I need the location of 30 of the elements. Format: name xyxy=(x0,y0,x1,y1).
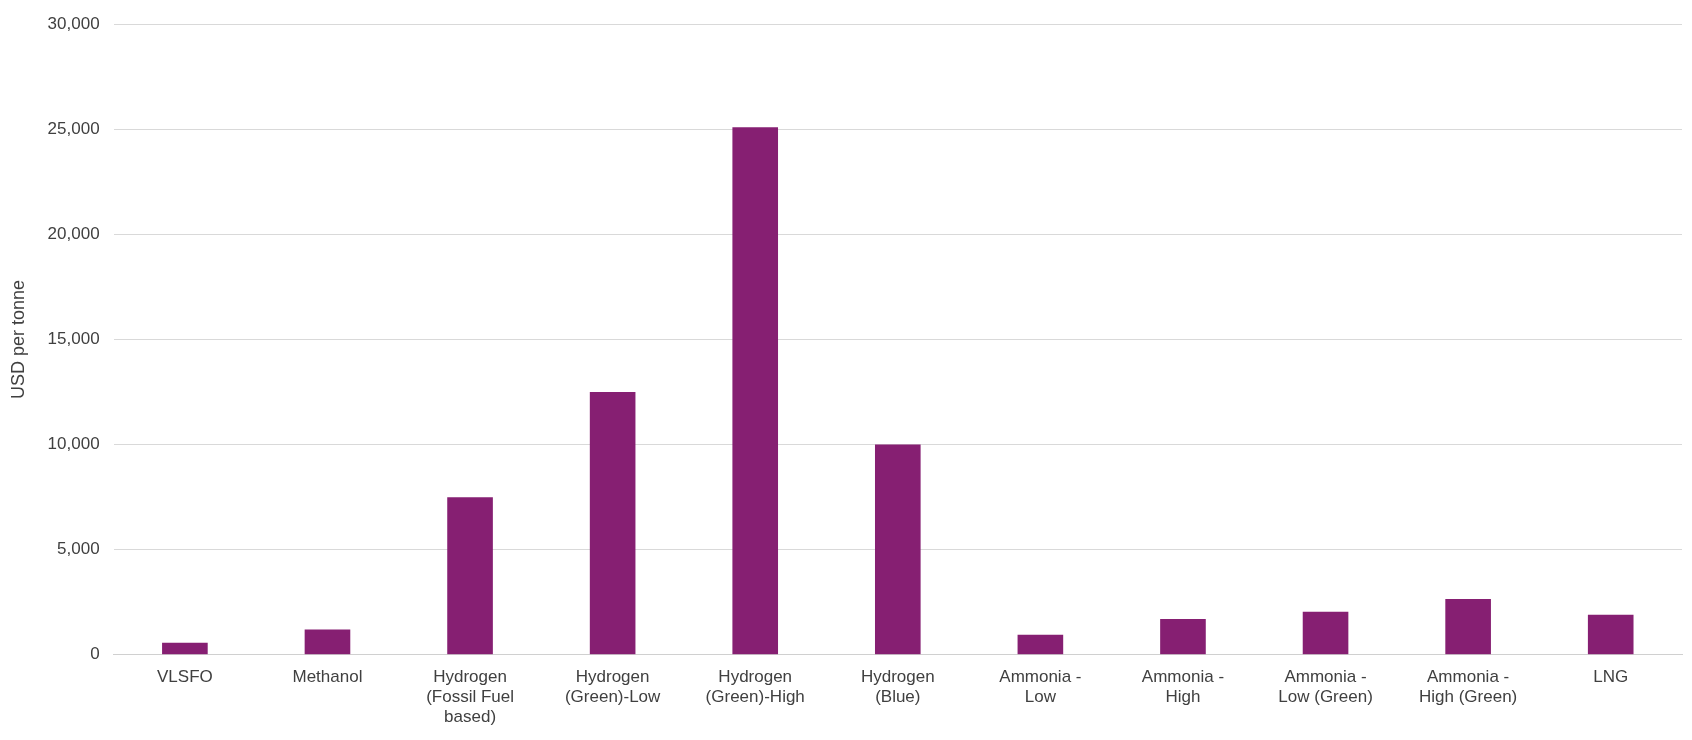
x-tick-label: Ammonia - High xyxy=(1141,666,1225,707)
bar xyxy=(1587,614,1634,655)
bar xyxy=(447,497,493,655)
y-tick-label: 30,000 xyxy=(47,13,100,33)
y-tick-label: 5,000 xyxy=(57,539,100,559)
bar xyxy=(874,444,921,655)
y-tick-label: 0 xyxy=(90,644,100,664)
bar xyxy=(162,642,208,655)
y-tick-label: 25,000 xyxy=(47,118,100,138)
bar xyxy=(304,629,351,655)
x-tick-label: Hydrogen (Blue) xyxy=(860,666,935,707)
y-tick-label: 10,000 xyxy=(47,434,100,454)
y-axis-title: USD per tonne xyxy=(7,279,28,400)
x-tick-label: VLSFO xyxy=(157,666,213,686)
x-tick-label: Ammonia - High (Green) xyxy=(1418,666,1518,707)
bar xyxy=(1160,619,1206,655)
x-tick-label: Hydrogen (Fossil Fuel based) xyxy=(426,666,514,727)
x-tick-label: Methanol xyxy=(292,666,363,686)
bar xyxy=(1302,611,1349,655)
y-tick-label: 20,000 xyxy=(47,224,100,244)
bar xyxy=(1017,634,1064,655)
bar xyxy=(1445,599,1491,655)
x-tick-label: Hydrogen (Green)-High xyxy=(705,666,805,707)
bar xyxy=(589,392,636,655)
bar xyxy=(732,127,779,655)
y-tick-label: 15,000 xyxy=(47,329,100,349)
x-tick-label: Ammonia - Low xyxy=(999,666,1082,707)
x-tick-label: LNG xyxy=(1593,666,1629,686)
x-tick-label: Ammonia - Low (Green) xyxy=(1278,666,1373,707)
x-tick-label: Hydrogen (Green)-Low xyxy=(564,666,662,707)
